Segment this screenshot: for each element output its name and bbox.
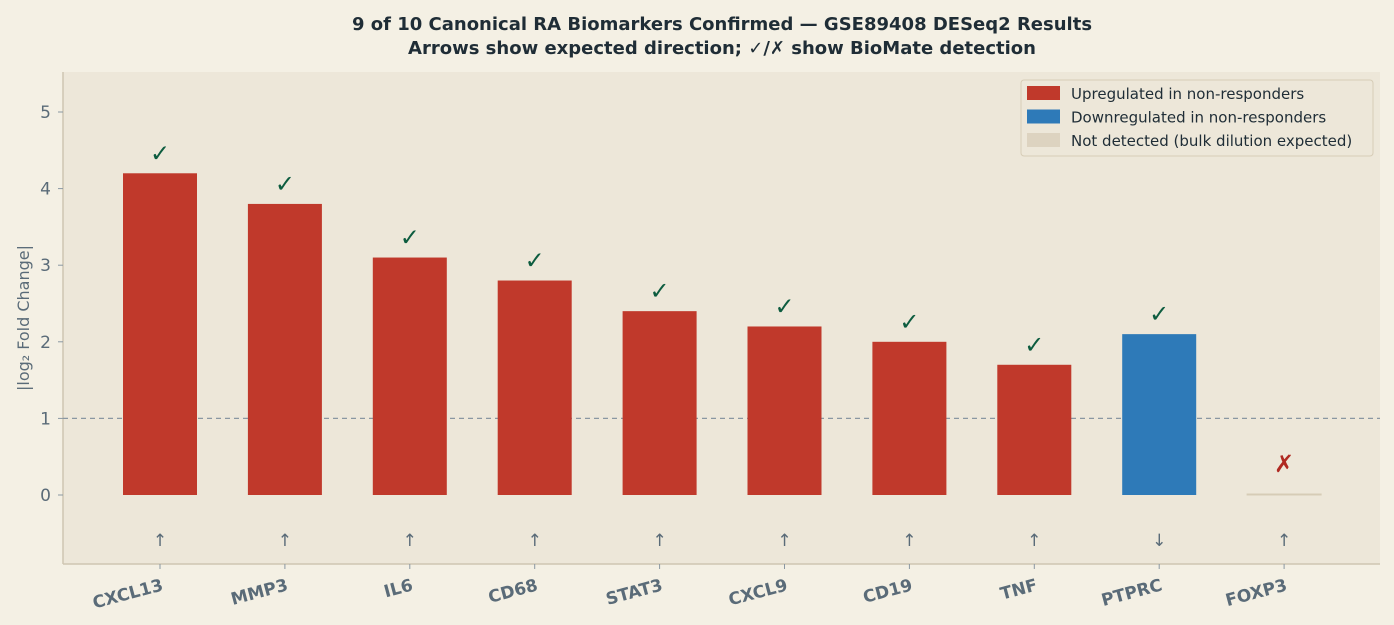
y-axis-label: |log₂ Fold Change| xyxy=(14,245,33,391)
bar-cd68 xyxy=(497,280,572,495)
bar-cxcl13 xyxy=(123,173,197,495)
chart-title: 9 of 10 Canonical RA Biomarkers Confirme… xyxy=(352,14,1092,35)
y-tick-label: 2 xyxy=(40,333,51,353)
y-ticks: 0 1 2 3 4 5 xyxy=(40,103,63,506)
direction-arrows: ↑ ↑ ↑ ↑ ↑ ↑ ↑ ↑ ↓ ↑ xyxy=(153,531,1291,551)
bar-cd19 xyxy=(872,341,947,495)
bar-tnf xyxy=(997,364,1072,495)
legend-swatch xyxy=(1027,109,1060,124)
x-tick-label-il6: IL6 xyxy=(382,576,415,603)
y-tick-label: 5 xyxy=(40,103,51,123)
legend-swatch xyxy=(1027,86,1060,100)
bars xyxy=(123,173,1322,496)
detection-mark-tnf: ✓ xyxy=(1024,331,1044,359)
y-tick-label: 1 xyxy=(40,409,51,429)
direction-arrow-ptprc: ↓ xyxy=(1152,531,1166,551)
detection-mark-stat3: ✓ xyxy=(650,277,670,305)
x-tick-label-ptprc: PTPRC xyxy=(1099,576,1164,611)
legend-box xyxy=(1020,79,1374,157)
direction-arrow-foxp3: ↑ xyxy=(1277,531,1291,551)
direction-arrow-tnf: ↑ xyxy=(1027,531,1041,551)
detection-mark-mmp3: ✓ xyxy=(275,170,295,198)
x-tick-label-cd19: CD19 xyxy=(861,576,915,608)
detection-mark-ptprc: ✓ xyxy=(1149,300,1169,328)
x-tick-label-cxcl9: CXCL9 xyxy=(727,576,790,611)
detection-mark-cd19: ✓ xyxy=(899,308,919,336)
bar-mmp3 xyxy=(247,203,322,496)
direction-arrow-cxcl13: ↑ xyxy=(153,531,167,551)
x-tick-label-cxcl13: CXCL13 xyxy=(91,576,166,614)
x-tick-label-foxp3: FOXP3 xyxy=(1224,576,1290,612)
detection-mark-il6: ✓ xyxy=(400,224,420,252)
direction-arrow-stat3: ↑ xyxy=(652,531,666,551)
legend-label: Upregulated in non-responders xyxy=(1071,85,1304,103)
x-tick-label-stat3: STAT3 xyxy=(604,576,665,610)
x-tick-label-tnf: TNF xyxy=(998,576,1039,605)
legend-swatch xyxy=(1027,133,1060,147)
bar-foxp3 xyxy=(1246,493,1322,496)
detection-marks: ✓ ✓ ✓ ✓ ✓ ✓ ✓ ✓ ✓ ✗ xyxy=(150,139,1294,478)
bar-ptprc xyxy=(1122,334,1197,495)
chart-subtitle: Arrows show expected direction; ✓/✗ show… xyxy=(408,38,1036,59)
y-tick-label: 4 xyxy=(40,180,51,200)
detection-mark-cd68: ✓ xyxy=(525,247,545,275)
legend: Upregulated in non-responders Downregulat… xyxy=(1020,79,1374,157)
detection-mark-foxp3: ✗ xyxy=(1274,450,1294,478)
detection-mark-cxcl9: ✓ xyxy=(774,292,794,320)
x-tick-label-cd68: CD68 xyxy=(486,576,540,608)
bar-stat3 xyxy=(622,311,697,495)
legend-label: Downregulated in non-responders xyxy=(1071,109,1326,127)
y-tick-label: 3 xyxy=(40,256,51,276)
direction-arrow-cd19: ↑ xyxy=(902,531,916,551)
direction-arrow-il6: ↑ xyxy=(403,531,417,551)
x-tick-label-mmp3: MMP3 xyxy=(229,576,290,610)
direction-arrow-mmp3: ↑ xyxy=(278,531,292,551)
legend-label: Not detected (bulk dilution expected) xyxy=(1071,132,1352,150)
y-tick-label: 0 xyxy=(40,486,51,506)
x-ticks: CXCL13 MMP3 IL6 CD68 STAT3 CXCL9 CD19 TNF PTPRC F… xyxy=(91,564,1290,614)
bar-cxcl9 xyxy=(747,326,822,495)
bar-il6 xyxy=(372,257,447,495)
direction-arrow-cd68: ↑ xyxy=(528,531,542,551)
detection-mark-cxcl13: ✓ xyxy=(150,139,170,167)
direction-arrow-cxcl9: ↑ xyxy=(777,531,791,551)
